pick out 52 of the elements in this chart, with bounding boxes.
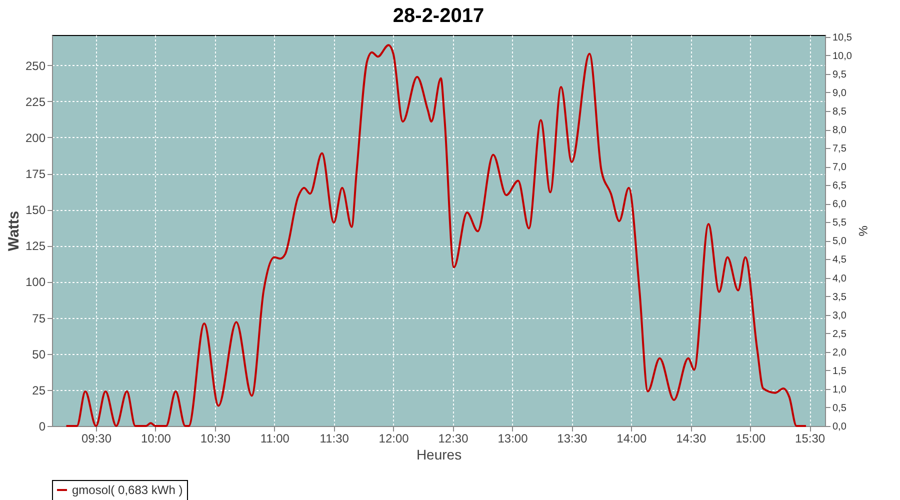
y-tick-label: 25: [32, 383, 46, 398]
y2-tick-label: 4,5: [832, 254, 847, 266]
y2-tick-label: 3,5: [832, 292, 847, 303]
y2-tick-label: 1,5: [832, 366, 847, 377]
y2-tick-label: 6,5: [832, 180, 847, 192]
x-tick-label: 14:30: [676, 432, 706, 446]
y-tick-label: 200: [25, 130, 46, 145]
y2-tick-label: 8,0: [832, 125, 847, 136]
x-tick-label: 11:00: [260, 432, 290, 446]
y2-tick-label: 2,5: [832, 328, 847, 340]
y-tick-label: 100: [25, 275, 46, 290]
legend-label: gmosol( 0,683 kWh ): [72, 483, 183, 497]
y-tick-label: 225: [25, 94, 46, 109]
y-tick-label: 0: [38, 420, 46, 434]
x-axis-title: Heures: [416, 446, 462, 462]
x-tick-label: 13:30: [557, 432, 588, 446]
y-tick-label: 125: [25, 239, 46, 254]
y2-tick-label: 4,0: [832, 273, 847, 284]
y2-tick-label: 9,0: [832, 88, 847, 99]
x-tick-label: 15:30: [795, 432, 826, 446]
y-tick-label: 50: [32, 347, 46, 362]
x-tick-label: 13:00: [498, 432, 528, 446]
x-tick-label: 12:30: [438, 432, 469, 446]
y2-tick-label: 0,0: [832, 422, 847, 432]
x-tick-label: 11:30: [320, 432, 350, 446]
line-series: [65, 44, 807, 427]
x-tick-label: 15:00: [736, 432, 766, 446]
y2-axis-title: %: [856, 226, 870, 237]
y2-tick-label: 2,0: [832, 347, 847, 358]
y-axis-title: Watts: [5, 210, 22, 252]
y2-tick-label: 9,5: [832, 69, 847, 80]
y2-tick-label: 3,0: [832, 310, 847, 322]
y2-tick-label: 8,5: [832, 106, 847, 118]
x-tick-label: 14:00: [616, 432, 647, 446]
y2-tick-label: 7,5: [832, 144, 847, 155]
x-tick-label: 10:30: [200, 432, 231, 446]
y2-tick-label: 5,5: [832, 218, 847, 229]
y2-tick-label: 0,5: [832, 402, 847, 414]
y-tick-label: 175: [25, 167, 46, 182]
chart-title: 28-2-2017: [392, 4, 484, 27]
y2-tick-label: 10,0: [832, 50, 852, 62]
y2-tick-label: 5,0: [832, 236, 847, 248]
y-tick-label: 150: [25, 203, 46, 218]
y2-tick-label: 7,0: [832, 162, 847, 174]
y2-tick-label: 1,0: [832, 384, 847, 396]
x-tick-label: 12:00: [378, 432, 410, 446]
x-tick-label: 09:30: [81, 432, 112, 446]
y-tick-label: 75: [32, 311, 46, 326]
x-tick-label: 10:00: [140, 432, 172, 446]
y-tick-label: 250: [25, 58, 46, 73]
y2-tick-label: 10,5: [832, 32, 852, 44]
y2-tick-label: 6,0: [832, 199, 847, 210]
